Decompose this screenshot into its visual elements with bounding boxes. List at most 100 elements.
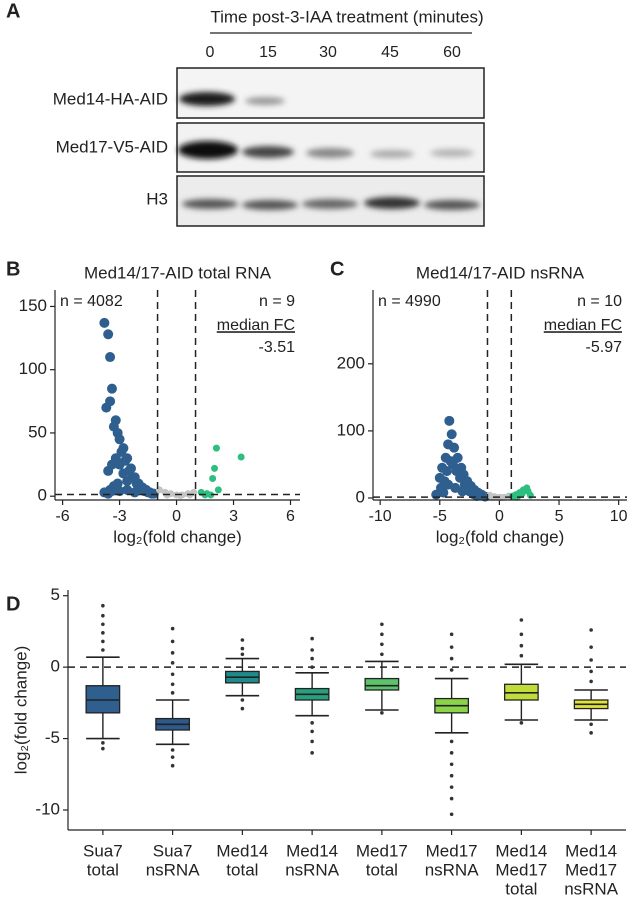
outlier (589, 679, 593, 684)
x-tick-label: -10 (369, 508, 392, 525)
point (457, 486, 468, 497)
x-tick-label: nsRNA (425, 860, 480, 879)
point (471, 490, 482, 501)
x-tick-label: Med14 (286, 841, 338, 860)
point (106, 486, 117, 497)
outlier (170, 672, 175, 677)
outlier (589, 628, 593, 632)
outlier (101, 613, 105, 618)
outlier (380, 652, 384, 657)
x-tick-label: total (87, 860, 119, 879)
outlier (170, 626, 175, 631)
outlier (310, 721, 314, 725)
y-tick-label: -5 (45, 728, 60, 747)
outlier (310, 729, 314, 734)
outlier (589, 722, 593, 727)
outlier (449, 812, 454, 817)
outlier (380, 632, 384, 637)
annotation: n = 4990 (378, 293, 441, 310)
annotation: median FC (217, 317, 295, 334)
outlier (519, 632, 524, 637)
outlier (589, 658, 593, 662)
x-tick-label: 0 (495, 508, 504, 525)
x-tick-label: 6 (286, 508, 295, 525)
point (112, 427, 123, 438)
outlier (170, 755, 175, 759)
annotation: -3.51 (259, 339, 296, 356)
timepoint: 15 (259, 44, 277, 61)
x-tick-label: Sua7 (83, 841, 123, 860)
annotation: median FC (544, 317, 622, 334)
x-tick-label: Med14 (565, 841, 617, 860)
outlier (519, 653, 524, 658)
point (444, 415, 455, 426)
x-tick-label: total (366, 860, 398, 879)
x-axis-label: log₂(fold change) (113, 527, 242, 546)
point (211, 464, 219, 472)
x-tick-label: Med14 (495, 841, 547, 860)
box (364, 677, 400, 691)
blot-row-label: Med17-V5-AID (56, 137, 168, 156)
x-tick-label: nsRNA (285, 860, 340, 879)
point (122, 484, 133, 495)
outlier (449, 668, 454, 672)
outlier (589, 731, 593, 735)
timepoint: 30 (319, 44, 337, 61)
outlier (170, 691, 175, 695)
x-tick-label: -5 (433, 508, 447, 525)
y-tick-label: -10 (35, 799, 60, 818)
point (105, 352, 116, 363)
x-tick-label: 0 (172, 508, 181, 525)
annotation: -5.97 (586, 339, 623, 356)
x-tick-label: Med17 (356, 841, 408, 860)
chart-title: Med14/17-AID total RNA (84, 263, 272, 282)
outlier (101, 639, 105, 644)
y-tick-label: 100 (19, 359, 47, 378)
timepoint: 60 (443, 44, 461, 61)
point (449, 442, 460, 453)
x-tick-label: total (505, 879, 537, 898)
panel-label: B (6, 258, 20, 280)
blot (176, 67, 485, 227)
annotation: n = 10 (577, 293, 622, 310)
outlier (170, 682, 175, 687)
point (212, 444, 220, 452)
point (207, 491, 215, 499)
annotation: n = 4082 (60, 293, 123, 310)
outlier (101, 648, 105, 652)
y-tick-label: 0 (38, 486, 47, 505)
x-tick-label: nsRNA (564, 879, 619, 898)
x-tick-label: nsRNA (146, 860, 201, 879)
point (105, 396, 116, 407)
point (237, 453, 245, 461)
point (122, 476, 133, 487)
outlier (170, 763, 175, 768)
outlier (310, 636, 314, 641)
outlier (310, 665, 314, 669)
outlier (240, 698, 245, 702)
x-axis-label: log₂(fold change) (436, 527, 565, 546)
blot-row-label: H3 (146, 189, 168, 208)
outlier (310, 648, 314, 652)
point (106, 383, 117, 394)
point (441, 466, 452, 477)
y-tick-label: 200 (337, 353, 365, 372)
outlier (519, 643, 524, 648)
point (103, 329, 114, 340)
timepoint: 45 (381, 44, 399, 61)
outlier (170, 748, 175, 752)
outlier (310, 739, 314, 744)
outlier (449, 632, 454, 637)
outlier (380, 711, 384, 715)
outlier (101, 622, 105, 627)
point (99, 317, 110, 328)
point (114, 459, 125, 470)
annotation: n = 9 (259, 293, 295, 310)
outlier (240, 652, 245, 657)
x-tick-label: total (226, 860, 258, 879)
point (176, 492, 184, 500)
outlier (589, 645, 593, 649)
point (112, 478, 123, 489)
outlier (449, 785, 454, 789)
x-tick-label: Sua7 (153, 841, 193, 860)
